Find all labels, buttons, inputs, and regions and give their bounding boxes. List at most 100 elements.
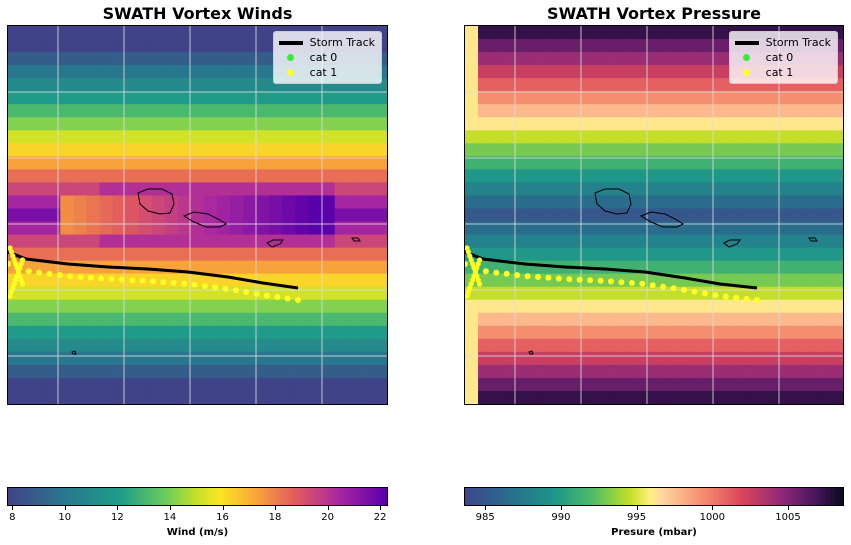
heatmap-cell (86, 117, 101, 131)
heatmap-cell (60, 182, 74, 197)
heatmap-cell (686, 234, 701, 249)
heatmap-cell (621, 65, 636, 79)
heatmap-cell (269, 156, 284, 170)
heatmap-cell (829, 91, 843, 105)
heatmap-cell (164, 299, 179, 314)
track-point-cat-1 (56, 272, 63, 278)
heatmap-cell (190, 39, 205, 53)
heatmap-cell (478, 143, 492, 157)
heatmap-cell (764, 156, 779, 170)
heatmap-cell (47, 208, 61, 223)
heatmap-cell (151, 351, 166, 366)
heatmap-cell (373, 208, 387, 223)
heatmap-cell (738, 390, 753, 404)
heatmap-cell (660, 156, 675, 170)
heatmap-cell (295, 221, 310, 236)
heatmap-cell (190, 130, 205, 144)
heatmap-cell (686, 26, 701, 40)
heatmap-cell (21, 286, 35, 301)
heatmap-cell (777, 195, 792, 210)
heatmap-cell (816, 247, 831, 262)
heatmap-cell (543, 104, 557, 118)
heatmap-cell (282, 91, 297, 105)
heatmap-cell (686, 195, 701, 210)
heatmap-cell (829, 208, 843, 223)
heatmap-cell (282, 351, 297, 366)
heatmap-cell (60, 247, 74, 262)
heatmap-cell (321, 234, 336, 249)
heatmap-cell (686, 364, 701, 379)
heatmap-cell (243, 364, 257, 379)
track-point-cat-1 (670, 285, 677, 292)
heatmap-cell (256, 260, 270, 275)
heatmap-cell (673, 65, 688, 79)
heatmap-cell (295, 338, 310, 353)
heatmap-cell (803, 143, 818, 157)
heatmap-cell (556, 208, 570, 223)
heatmap-cell (34, 377, 48, 392)
heatmap-cell (543, 364, 557, 379)
heatmap-cell (47, 273, 61, 288)
heatmap-cell (491, 143, 505, 157)
heatmap-cell (582, 130, 596, 144)
heatmap-cell (21, 234, 35, 249)
heatmap-cell (478, 65, 492, 79)
heatmap-cell (712, 104, 727, 118)
heatmap-cell (504, 221, 518, 236)
heatmap-cell (256, 234, 270, 249)
heatmap-cell (517, 78, 531, 92)
heatmap-cell (282, 390, 297, 404)
heatmap-cell (373, 325, 387, 340)
heatmap-cell (660, 39, 675, 53)
heatmap-cell (243, 143, 257, 157)
heatmap-cell (21, 65, 35, 79)
heatmap-cell (269, 221, 284, 236)
heatmap-cell (190, 260, 205, 275)
heatmap-cell (699, 52, 714, 66)
heatmap-cell (673, 390, 688, 404)
track-point-cat-1 (566, 276, 573, 283)
heatmap-cell (164, 312, 179, 327)
heatmap-cell (712, 195, 727, 210)
heatmap-cell (673, 260, 688, 275)
heatmap-cell (21, 182, 35, 197)
heatmap-cell (125, 65, 140, 79)
heatmap-cell (138, 325, 153, 340)
heatmap-cell (334, 299, 349, 314)
heatmap-cell (360, 130, 375, 144)
heatmap-cell (334, 104, 349, 118)
heatmap-cell (21, 104, 35, 118)
heatmap-cell (177, 52, 192, 66)
heatmap-cell (21, 364, 35, 379)
heatmap-cell (595, 65, 609, 79)
heatmap-cell (360, 377, 375, 392)
heatmap-cell (151, 299, 166, 314)
heatmap-cell (582, 299, 596, 314)
heatmap-cell (816, 143, 831, 157)
heatmap-cell (321, 169, 336, 184)
heatmap-cell (60, 39, 74, 53)
heatmap-cell (738, 364, 753, 379)
heatmap-cell (647, 286, 662, 301)
heatmap-cell (256, 143, 270, 157)
heatmap-cell (334, 377, 349, 392)
heatmap-cell (725, 130, 740, 144)
heatmap-cell (269, 247, 284, 262)
heatmap-cell (491, 182, 505, 197)
heatmap-cell (673, 325, 688, 340)
heatmap-cell (295, 117, 310, 131)
heatmap-cell (334, 221, 349, 236)
heatmap-cell (347, 260, 362, 275)
island-outline (351, 237, 361, 242)
heatmap-cell (334, 156, 349, 170)
heatmap-cell (60, 52, 74, 66)
heatmap-cell (125, 26, 140, 40)
heatmap-cell (34, 299, 48, 314)
heatmap-cell (491, 195, 505, 210)
colorbar-tick-label: 995 (627, 512, 647, 523)
heatmap-cell (334, 143, 349, 157)
track-points (8, 245, 301, 303)
heatmap-cell (608, 208, 623, 223)
heatmap-cell (86, 377, 101, 392)
track-point-cat-1 (467, 285, 473, 291)
